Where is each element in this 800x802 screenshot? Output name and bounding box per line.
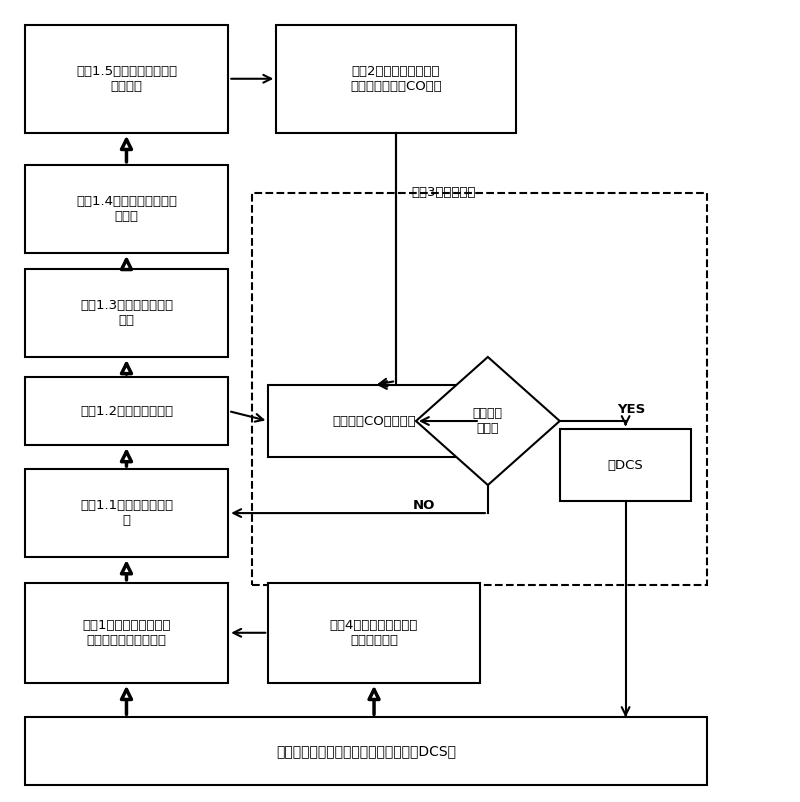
Text: 步骤1.2：估算烟气组成: 步骤1.2：估算烟气组成 (80, 404, 173, 418)
Bar (268, 583, 480, 683)
Polygon shape (416, 357, 560, 485)
Bar (25, 377, 228, 445)
Text: 收敛条件
符合？: 收敛条件 符合？ (473, 407, 503, 435)
Text: 比较两个CO含量估计: 比较两个CO含量估计 (332, 415, 416, 427)
Text: 送DCS: 送DCS (608, 459, 643, 472)
Bar (25, 269, 228, 357)
Bar (268, 385, 480, 457)
Text: NO: NO (413, 499, 435, 512)
Text: YES: YES (618, 403, 646, 415)
Bar (276, 25, 516, 133)
Bar (252, 192, 707, 585)
Bar (25, 469, 228, 557)
Text: 步骤1.5：估算待生定炒、
再生定炒: 步骤1.5：估算待生定炒、 再生定炒 (76, 65, 177, 93)
Text: 步骤4：采集化验数据，
进行模型修正: 步骤4：采集化验数据， 进行模型修正 (330, 619, 418, 646)
Text: 步骤3：迭代校正: 步骤3：迭代校正 (412, 186, 476, 200)
Bar (25, 25, 228, 133)
Bar (25, 717, 707, 785)
Text: 步骤1：采集数据，建立
再生器模型，在线计算: 步骤1：采集数据，建立 再生器模型，在线计算 (82, 619, 170, 646)
Text: 步骤1.1：计算总耗氧速
率: 步骤1.1：计算总耗氧速 率 (80, 499, 173, 527)
Text: 步骤1.3：估算催化剑循
环量: 步骤1.3：估算催化剑循 环量 (80, 299, 173, 327)
Text: 步骤2：建立焚烧炉热量
平衡模型，细估CO含量: 步骤2：建立焚烧炉热量 平衡模型，细估CO含量 (350, 65, 442, 93)
Text: 卐裂化装置被控对象和集散控制系统（DCS）: 卐裂化装置被控对象和集散控制系统（DCS） (276, 744, 456, 758)
Bar (25, 583, 228, 683)
Bar (560, 429, 691, 501)
Bar (25, 165, 228, 253)
Text: 步骤1.4：估算总生焦量、
生焦率: 步骤1.4：估算总生焦量、 生焦率 (76, 195, 177, 223)
